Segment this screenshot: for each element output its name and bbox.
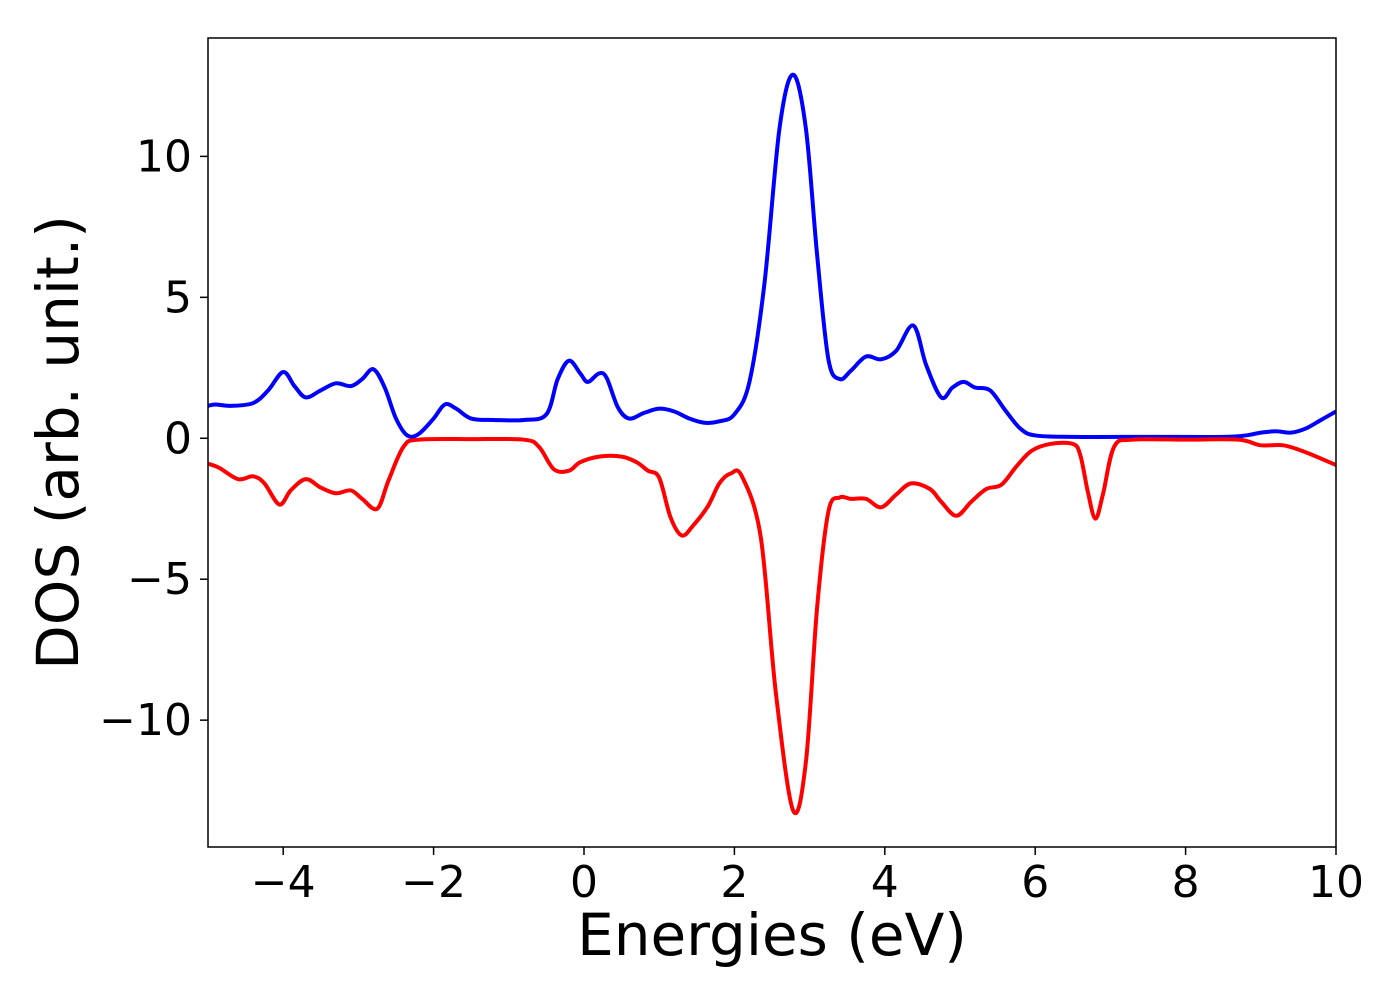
x-tick-label: 0	[570, 857, 598, 908]
x-tick-label: 8	[1172, 857, 1200, 908]
x-axis-title: Energies (eV)	[577, 901, 967, 969]
series-layer	[208, 72, 1336, 815]
y-tick-label: −5	[127, 554, 192, 605]
series-line-red	[208, 436, 1336, 815]
x-tick-label: 10	[1308, 857, 1364, 908]
y-tick-label: 5	[164, 272, 192, 323]
x-tick-label: 6	[1021, 857, 1049, 908]
plot-frame	[207, 37, 1337, 848]
x-tick-label: −2	[401, 857, 466, 908]
y-axis: −10 −5 0 5 10	[99, 131, 208, 746]
series-line-blue	[208, 72, 1336, 439]
y-tick-label: 0	[164, 413, 192, 464]
x-axis: −4 −2 0 2 4 6 8 10	[251, 847, 1364, 908]
x-tick-label: −4	[251, 857, 316, 908]
y-axis-title: DOS (arb. unit.)	[24, 215, 92, 670]
y-tick-label: 10	[136, 131, 192, 182]
x-tick-label: 2	[720, 857, 748, 908]
x-tick-label: 4	[871, 857, 899, 908]
y-tick-label: −10	[99, 695, 192, 746]
